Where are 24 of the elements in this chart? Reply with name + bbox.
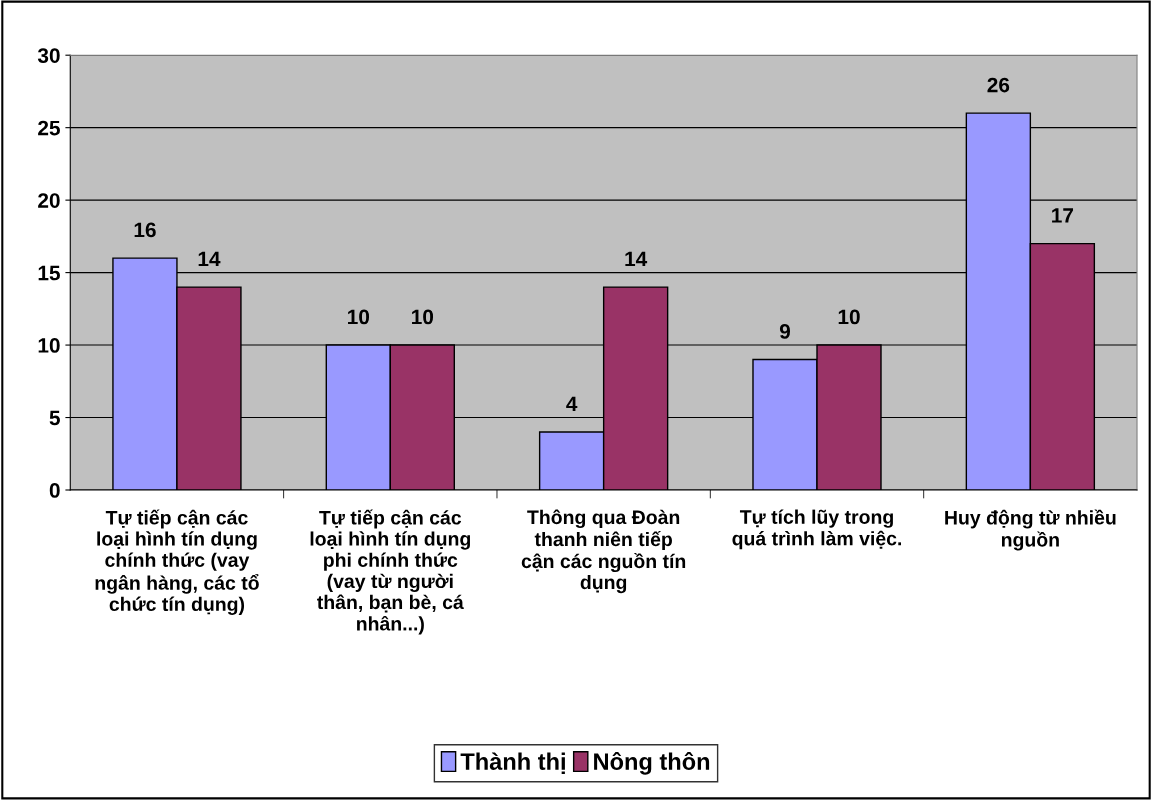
y-tick-label: 5 — [49, 410, 60, 426]
x-tick-label: Huy động từ nhiều nguồn — [945, 509, 1116, 551]
data-label: 17 — [1052, 208, 1074, 223]
x-tick-label: Tự tích lũy trong quá trình làm việc. — [732, 509, 902, 550]
y-tick-label: 20 — [38, 193, 60, 208]
data-label: 4 — [566, 396, 578, 412]
data-label: 16 — [134, 222, 156, 238]
x-tick-label: Tự tiếp cận các loại hình tín dụng chính thức (vay ngân hàng, các tổ chức tín dụng) — [95, 509, 259, 615]
data-label: 10 — [838, 309, 860, 325]
y-tick-label: 30 — [37, 48, 60, 63]
legend-label: Thành thị — [460, 752, 565, 774]
x-tick-label: Tự tiếp cận các loại hình tín dụng phi chính thức (vay từ người thân, bạn bè, cá nhân...) — [310, 509, 470, 635]
y-tick-label: 10 — [38, 338, 60, 353]
data-label: 10 — [348, 309, 370, 325]
data-label: 14 — [625, 251, 648, 267]
data-label: 9 — [779, 324, 791, 339]
data-label: 14 — [198, 251, 221, 267]
y-tick-label: 0 — [49, 483, 60, 498]
legend-label: Nông thôn — [594, 752, 710, 775]
y-tick-label: 25 — [38, 120, 60, 136]
data-label: 10 — [412, 309, 434, 325]
x-tick-label: Thông qua Đoàn thanh niên tiếp cận các nguồn tín dụng — [521, 509, 686, 594]
y-tick-label: 15 — [38, 265, 60, 281]
data-label: 26 — [987, 77, 1010, 93]
